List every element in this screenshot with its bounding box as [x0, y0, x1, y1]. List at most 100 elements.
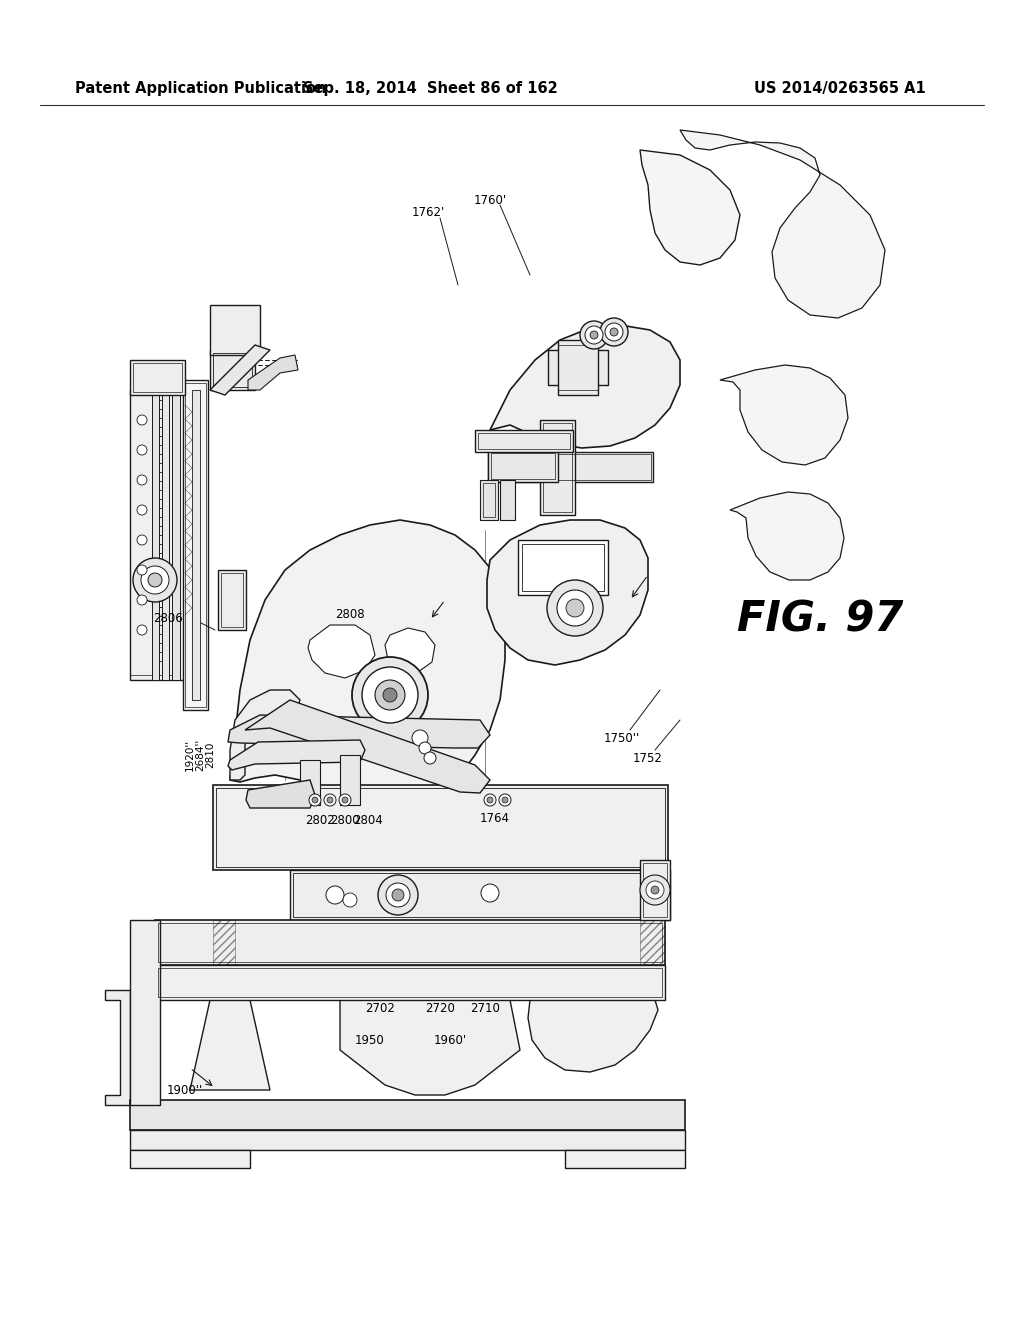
Text: 2800: 2800 — [330, 813, 359, 826]
Text: FIG. 97: FIG. 97 — [737, 599, 903, 642]
Polygon shape — [230, 520, 505, 805]
Circle shape — [137, 506, 147, 515]
Circle shape — [339, 795, 351, 807]
Polygon shape — [385, 628, 435, 672]
Text: 2720: 2720 — [425, 1002, 455, 1015]
Circle shape — [342, 797, 348, 803]
Bar — [216, 788, 665, 867]
Circle shape — [326, 886, 344, 904]
Circle shape — [352, 657, 428, 733]
Text: 2684'': 2684'' — [195, 739, 205, 771]
Polygon shape — [340, 1001, 520, 1096]
Circle shape — [487, 797, 493, 803]
Polygon shape — [248, 355, 298, 389]
Bar — [293, 873, 667, 917]
Bar — [558, 345, 598, 389]
Bar — [490, 454, 651, 480]
Bar — [490, 453, 555, 479]
Circle shape — [610, 327, 618, 337]
Circle shape — [383, 688, 397, 702]
Circle shape — [547, 579, 603, 636]
Text: 2810: 2810 — [205, 742, 215, 768]
Bar — [155, 920, 665, 965]
Bar — [221, 573, 243, 627]
Text: 2806: 2806 — [154, 611, 183, 624]
Text: 1764: 1764 — [480, 812, 510, 825]
Bar — [565, 1150, 685, 1168]
Bar — [185, 383, 206, 708]
Polygon shape — [246, 780, 315, 808]
Circle shape — [137, 445, 147, 455]
Circle shape — [324, 795, 336, 807]
Bar — [130, 389, 185, 680]
Bar — [158, 923, 662, 962]
Text: 1960': 1960' — [433, 1034, 467, 1047]
Circle shape — [375, 680, 406, 710]
Circle shape — [148, 573, 162, 587]
Polygon shape — [730, 492, 844, 579]
Polygon shape — [528, 1001, 658, 1072]
Bar — [300, 760, 319, 805]
Circle shape — [651, 886, 659, 894]
Bar — [218, 570, 246, 630]
Text: 2802: 2802 — [305, 813, 335, 826]
Bar — [558, 341, 598, 395]
Circle shape — [605, 323, 623, 341]
Text: 2808: 2808 — [336, 607, 365, 620]
Bar — [130, 1150, 250, 1168]
Circle shape — [484, 795, 496, 807]
Circle shape — [646, 880, 664, 899]
Bar — [522, 544, 604, 591]
Text: 2804: 2804 — [353, 813, 383, 826]
Polygon shape — [190, 1001, 270, 1090]
Text: 1762': 1762' — [412, 206, 444, 219]
Polygon shape — [228, 741, 365, 770]
Bar — [183, 380, 208, 710]
Circle shape — [557, 590, 593, 626]
Circle shape — [392, 888, 404, 902]
Bar — [162, 389, 169, 680]
Bar — [152, 389, 159, 680]
Circle shape — [481, 884, 499, 902]
Bar — [210, 305, 260, 355]
Bar — [130, 1100, 685, 1130]
Circle shape — [137, 595, 147, 605]
Bar — [213, 920, 234, 965]
Bar — [480, 480, 498, 520]
Circle shape — [137, 414, 147, 425]
Circle shape — [640, 875, 670, 906]
Polygon shape — [245, 700, 490, 793]
Polygon shape — [105, 990, 130, 1105]
Text: 1950: 1950 — [355, 1034, 385, 1047]
Circle shape — [309, 795, 321, 807]
Text: 1760': 1760' — [473, 194, 507, 206]
Bar — [130, 395, 180, 675]
Polygon shape — [490, 325, 680, 447]
Circle shape — [580, 321, 608, 348]
Bar — [130, 360, 185, 395]
Text: 2710: 2710 — [470, 1002, 500, 1015]
Text: 1920'': 1920'' — [185, 739, 195, 771]
Bar — [155, 965, 665, 1001]
Bar — [548, 350, 608, 385]
Bar — [640, 861, 670, 920]
Bar — [133, 363, 182, 392]
Circle shape — [419, 742, 431, 754]
Bar — [213, 352, 252, 387]
Circle shape — [424, 752, 436, 764]
Circle shape — [386, 883, 410, 907]
Text: 1752: 1752 — [633, 751, 663, 764]
Polygon shape — [680, 129, 885, 318]
Circle shape — [378, 875, 418, 915]
Text: 1900'': 1900'' — [167, 1084, 203, 1097]
Circle shape — [502, 797, 508, 803]
Circle shape — [343, 894, 357, 907]
Polygon shape — [230, 690, 300, 780]
Circle shape — [141, 566, 169, 594]
Circle shape — [312, 797, 318, 803]
Bar — [172, 389, 180, 680]
Bar — [543, 422, 572, 512]
Circle shape — [590, 331, 598, 339]
Bar — [130, 1130, 685, 1150]
Bar — [340, 755, 360, 805]
